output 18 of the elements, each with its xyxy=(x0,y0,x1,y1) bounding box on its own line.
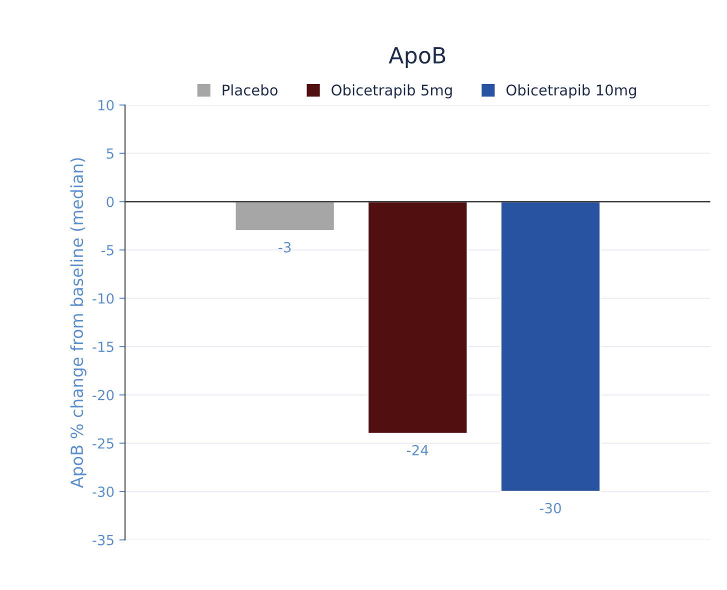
y-tick-label: -25 xyxy=(92,438,114,449)
y-tick-label: -5 xyxy=(101,245,114,256)
y-tick-label: 10 xyxy=(98,100,114,110)
y-tick-label: 5 xyxy=(106,148,114,159)
y-tick-label: -35 xyxy=(92,534,114,546)
y-axis-title: ApoB % change from baseline (median) xyxy=(70,158,86,488)
y-tick-label: -10 xyxy=(92,293,114,304)
legend-label: Obicetrapib 10mg xyxy=(506,84,636,98)
legend-label: Placebo xyxy=(222,84,278,96)
y-tick-label: 0 xyxy=(106,196,114,208)
chart-title: ApoB xyxy=(388,47,446,68)
data-label: -3 xyxy=(278,242,291,252)
data-label: -30 xyxy=(540,502,561,514)
y-tick-label: -30 xyxy=(92,486,114,498)
y-tick-label: -15 xyxy=(92,342,114,352)
y-tick-label: -20 xyxy=(92,390,114,400)
legend-label: Obicetrapib 5mg xyxy=(332,84,452,98)
data-label: -24 xyxy=(407,444,428,456)
